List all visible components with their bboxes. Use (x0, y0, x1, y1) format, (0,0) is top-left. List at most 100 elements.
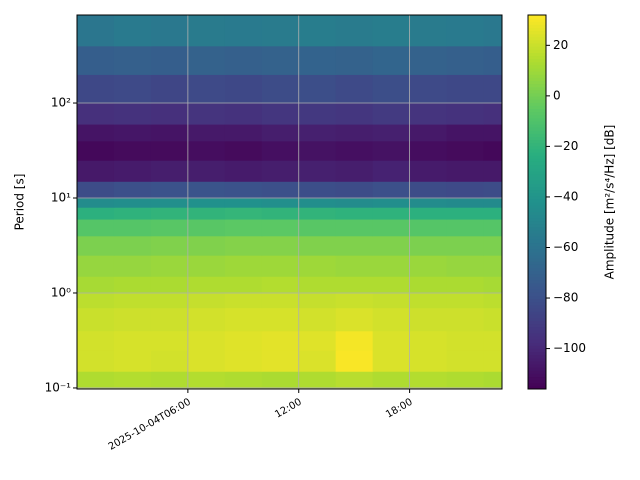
cell (446, 74, 485, 104)
colorbar-step (528, 320, 546, 325)
colorbar-tick-label: −100 (553, 341, 586, 355)
cell (261, 350, 300, 372)
cell (224, 15, 263, 47)
colorbar-step (528, 102, 546, 106)
colorbar-step (528, 136, 546, 141)
cell (77, 160, 115, 182)
colorbar-step (528, 36, 546, 41)
cell (335, 74, 374, 104)
colorbar-step (528, 161, 546, 166)
cell (77, 140, 115, 161)
colorbar-step (528, 382, 546, 387)
cell (187, 198, 226, 208)
cell (298, 103, 337, 125)
cell (483, 15, 503, 47)
cell (483, 307, 503, 332)
colorbar-step (528, 39, 546, 44)
colorbar-step (528, 55, 546, 60)
cell (335, 45, 374, 75)
cell (113, 350, 152, 372)
colorbar-step (528, 329, 546, 334)
cell (298, 235, 337, 256)
colorbar-step (528, 236, 546, 240)
colorbar-step (528, 348, 546, 353)
colorbar-step (528, 15, 546, 19)
cell (113, 124, 152, 142)
colorbar-step (528, 180, 546, 184)
cell (298, 371, 337, 390)
cell (409, 103, 448, 125)
colorbar-step (528, 336, 546, 340)
cell (483, 350, 503, 372)
colorbar-step (528, 83, 546, 88)
cell (372, 45, 411, 75)
cell (187, 160, 226, 182)
cell (113, 160, 152, 182)
colorbar-step (528, 30, 546, 35)
cell (409, 124, 448, 142)
colorbar-step (528, 24, 546, 28)
cell (409, 255, 448, 277)
colorbar-step (528, 89, 546, 94)
colorbar-step (528, 295, 546, 300)
cell (298, 255, 337, 277)
cell (187, 74, 226, 104)
cell (113, 103, 152, 125)
colorbar-step (528, 367, 546, 371)
cell (187, 45, 226, 75)
colorbar-step (528, 96, 546, 100)
cell (77, 292, 115, 309)
cell (77, 255, 115, 277)
cell (409, 219, 448, 237)
colorbar-step (528, 155, 546, 159)
cell (261, 235, 300, 256)
cell (150, 198, 189, 208)
cell (409, 235, 448, 256)
cell (261, 371, 300, 390)
colorbar-step (528, 326, 546, 331)
cell (335, 140, 374, 161)
cell (298, 350, 337, 372)
cell (372, 198, 411, 208)
colorbar-step (528, 307, 546, 312)
cell (335, 292, 374, 309)
y-tick-label: 10⁰ (51, 285, 71, 299)
cell (224, 276, 263, 294)
cell (446, 307, 485, 332)
cell (113, 207, 152, 220)
colorbar-step (528, 124, 546, 128)
cell (372, 74, 411, 104)
colorbar-step (528, 339, 546, 343)
colorbar-step (528, 376, 546, 381)
cell (483, 181, 503, 199)
cell (335, 103, 374, 125)
cell (261, 45, 300, 75)
cell (483, 330, 503, 351)
colorbar-step (528, 189, 546, 194)
colorbar-step (528, 276, 546, 281)
cell (372, 160, 411, 182)
colorbar-step (528, 373, 546, 378)
colorbar-step (528, 74, 546, 78)
colorbar-step (528, 345, 546, 349)
colorbar-tick-label: 20 (553, 38, 568, 52)
cell (187, 124, 226, 142)
colorbar-step (528, 273, 546, 278)
cell (150, 103, 189, 125)
colorbar-step (528, 379, 546, 384)
colorbar-step (528, 220, 546, 225)
cell (113, 255, 152, 277)
cell (372, 307, 411, 332)
cell (446, 207, 485, 220)
cell (483, 124, 503, 142)
colorbar-step (528, 173, 546, 178)
cell (409, 160, 448, 182)
cell (224, 181, 263, 199)
colorbar-step (528, 127, 546, 131)
cell (77, 219, 115, 237)
cell (409, 371, 448, 390)
cell (409, 207, 448, 220)
cell (483, 292, 503, 309)
cell (483, 103, 503, 125)
cell (335, 371, 374, 390)
